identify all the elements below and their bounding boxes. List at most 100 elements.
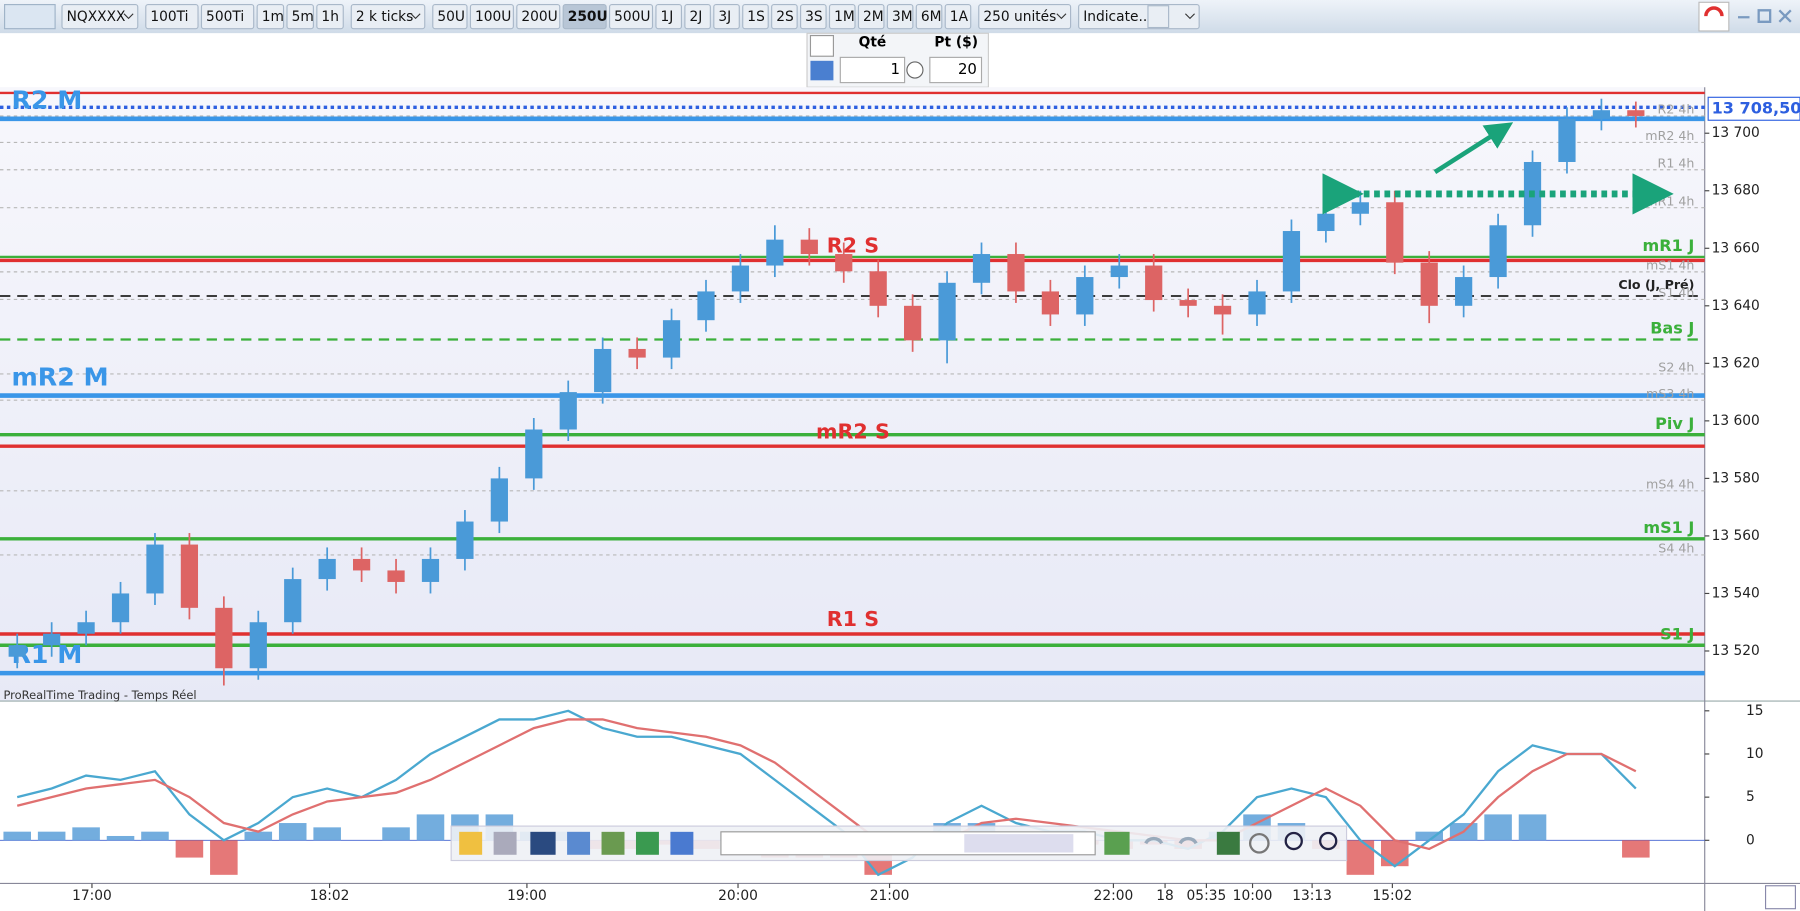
candle-body [1213,305,1232,315]
period-button[interactable] [469,4,514,30]
candle-body [1282,231,1301,292]
candle-body [490,478,508,522]
ticks-menu-button[interactable] [350,4,426,30]
order-panel: Qté Pt ($) 1 20 [806,32,989,88]
period-button[interactable] [684,4,711,30]
draw-tool[interactable] [459,831,483,855]
histogram-bar [1484,814,1512,841]
zoom-out[interactable] [1284,831,1303,851]
y-tick-label: 13 700 [1712,125,1760,141]
window-controls[interactable] [1738,9,1792,23]
candle-body [697,291,715,321]
period-button[interactable] [742,4,769,30]
share-tool[interactable] [493,831,517,855]
period-button[interactable] [771,4,798,30]
period-button[interactable] [886,4,914,30]
candle-body [1592,110,1611,119]
period-button[interactable] [713,4,740,30]
candle-body [387,570,405,582]
candle-body [1041,291,1059,315]
back-tool[interactable] [1104,831,1130,855]
histogram-bar [210,840,238,875]
toolbar-items: NQXXXX 100Ti 500Ti 1m 5m 1h 2 k ticks 50U 100U 20… [4,1,1792,32]
grid-tool[interactable] [635,831,659,855]
candle-body [1110,265,1128,278]
comment-tool[interactable] [567,831,591,855]
keyboard-button[interactable] [810,60,834,81]
ticks-menu: 2 k ticks [356,9,413,25]
symbol-button[interactable] [61,4,139,30]
period: 100U [475,9,511,25]
list-tool[interactable] [601,831,625,855]
chart-icon[interactable] [4,4,56,30]
candle-body [1179,300,1197,306]
y-tick-label: 15 [1746,703,1764,719]
timeframe-button[interactable] [286,4,314,30]
level-label: mS3 4h [1646,386,1694,401]
period-button[interactable] [915,4,943,30]
candle-body [594,348,612,393]
period: 500U [614,9,650,25]
period-button[interactable] [944,4,972,30]
qty-label: Qté [859,34,887,50]
period-button[interactable] [800,4,827,30]
period-button[interactable] [608,4,654,30]
zoom-select[interactable] [1248,832,1270,854]
info-button[interactable] [1147,5,1170,29]
timeframe-button[interactable] [316,4,344,30]
trend-arrow [1433,122,1514,175]
zoom-in[interactable] [1319,831,1338,851]
scroll-thumb[interactable] [964,834,1074,853]
qty-value: 1 [891,60,900,78]
candle-body [1145,265,1163,301]
pt-input[interactable] [929,56,983,84]
settings-button[interactable] [809,34,834,57]
timeframe: 5m [292,9,314,25]
timeframe: 100Ti [150,9,188,25]
y-tick-label: 13 680 [1712,183,1760,199]
dropdown-icon [410,13,421,20]
candle-body [1386,202,1404,263]
candle-body [972,254,991,283]
histogram-bar [1346,840,1375,875]
level-label: R2 4h [1658,102,1695,117]
y-tick-label: 13 640 [1712,298,1760,314]
timeframe-button[interactable] [256,4,285,30]
x-tick-label: 21:00 [870,888,910,904]
units-menu-button[interactable] [978,4,1072,30]
period: 3M [892,9,913,25]
candle-body [421,558,440,582]
candle-body [731,265,750,292]
candle-body [662,320,681,358]
y-tick-label: 13 520 [1712,643,1760,659]
pt-value: 20 [958,60,977,78]
timeframe-button[interactable] [145,4,199,30]
period-button[interactable] [562,4,607,30]
period-button[interactable] [432,4,468,30]
period: 3S [805,9,823,25]
level-label: mR2 4h [1645,128,1694,143]
level-label: Bas J [1650,319,1694,338]
tools-button[interactable] [1216,831,1240,855]
candle-body [456,521,474,559]
floating-toolbar [450,825,1348,862]
x-tick-label: 13:13 [1292,888,1332,904]
level-label: Piv J [1655,414,1694,433]
last-price-tag [1707,96,1800,121]
level-label: R2 M [11,86,82,115]
period-button[interactable] [655,4,683,30]
layout-tool[interactable] [530,831,556,855]
timeframe-button[interactable] [200,4,255,30]
x-tick-label: 18:02 [310,888,350,904]
period-button[interactable] [828,4,856,30]
period-button[interactable] [857,4,885,30]
candle-body [1420,262,1438,306]
window-tool[interactable] [670,831,694,855]
period-button[interactable] [516,4,561,30]
undo-redo[interactable] [1144,836,1198,845]
qty-input[interactable] [839,56,906,84]
scroll-end-button[interactable] [1764,885,1796,910]
link-icon[interactable] [906,61,924,79]
period: 1J [661,9,674,25]
